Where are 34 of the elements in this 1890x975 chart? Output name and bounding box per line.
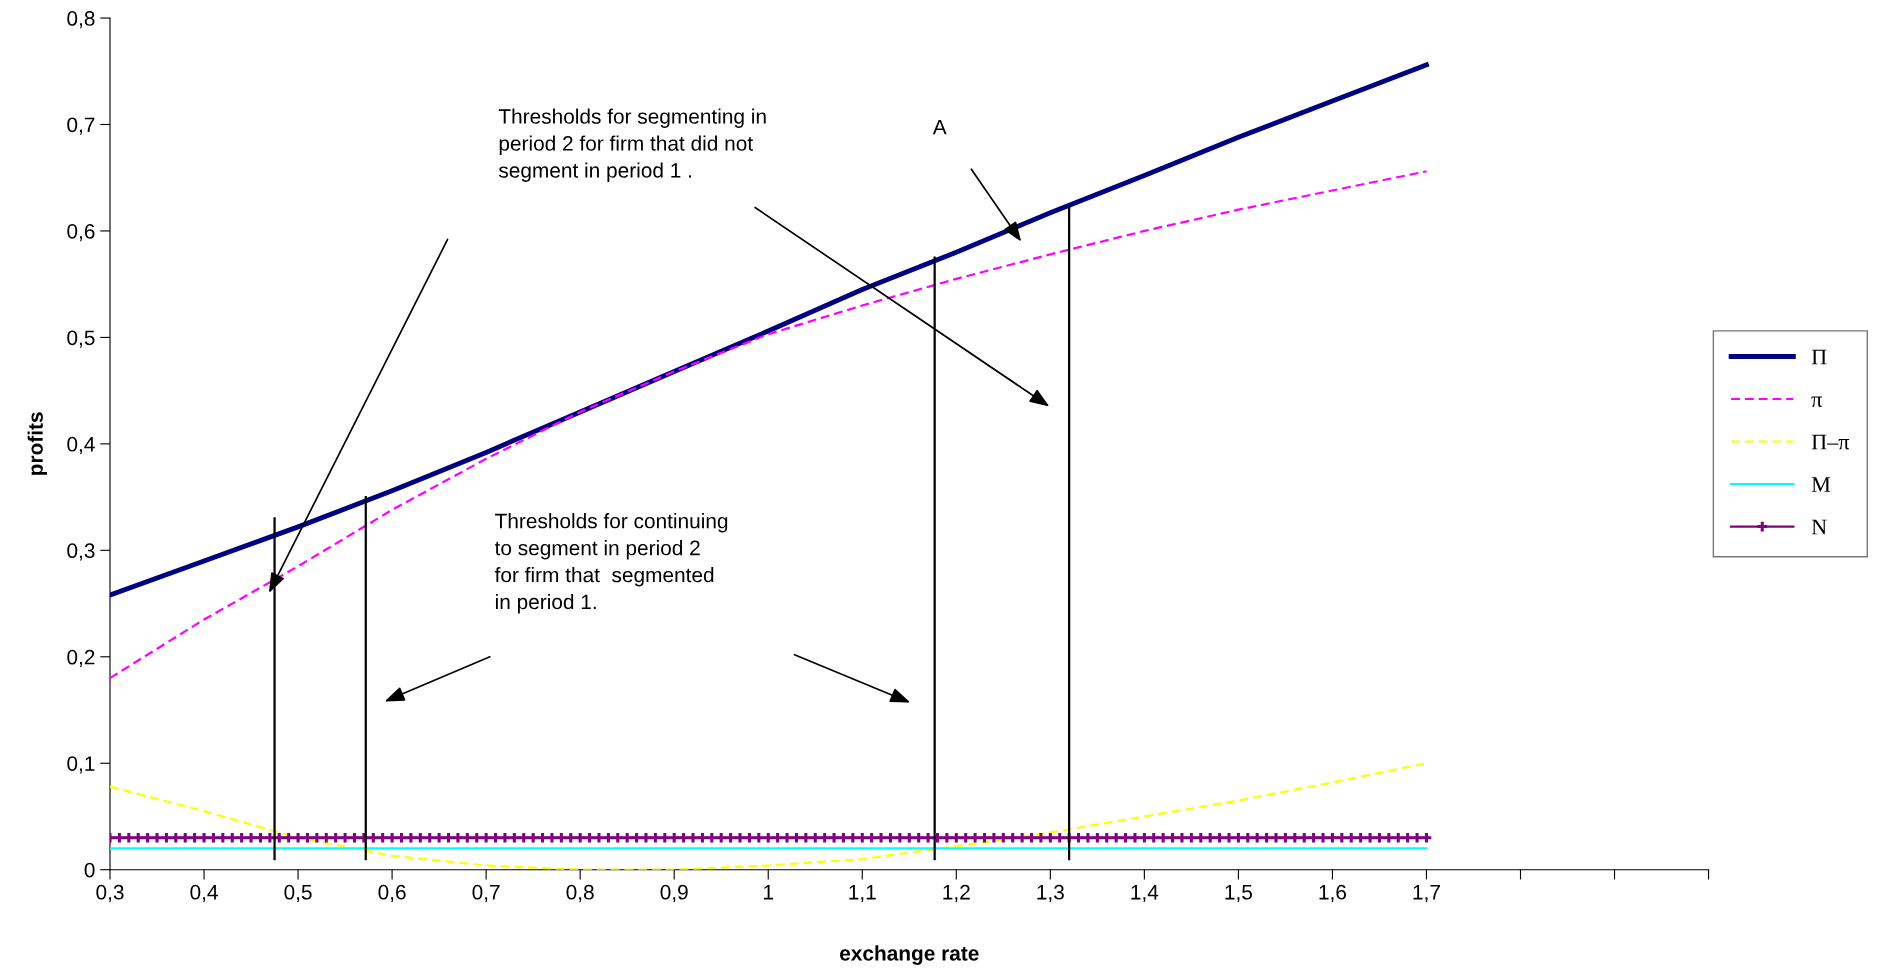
legend-label: π (1811, 396, 1823, 407)
y-tick-label: 0,6 (67, 223, 95, 242)
y-tick-label: 0,7 (67, 117, 95, 135)
legend-label: N (1811, 519, 1827, 535)
x-tick-label: 0,8 (566, 884, 594, 903)
y-axis-title: profits (27, 412, 48, 475)
x-tick-label: 1,1 (849, 885, 876, 903)
legend-label: Π–π (1811, 434, 1850, 450)
x-tick-label: 0,5 (284, 884, 312, 903)
y-tick-label: 0,2 (67, 649, 95, 667)
x-tick-label: 0,3 (96, 884, 124, 903)
x-tick-label: 0,6 (378, 884, 406, 903)
y-tick-label: 0,8 (67, 11, 95, 29)
y-tick-label: 0,1 (67, 756, 95, 774)
x-tick-label: 0,4 (190, 884, 218, 903)
x-tick-label: 1,5 (1225, 885, 1252, 903)
x-tick-label: 1,4 (1131, 885, 1159, 903)
x-axis-title: exchange rate (840, 945, 979, 965)
legend-label: M (1811, 477, 1831, 492)
annotation: Thresholds for segmenting in period 2 for firm that did not segment in period 1 . (498, 108, 766, 182)
x-tick-label: 1,6 (1319, 884, 1346, 903)
x-tick-label: 1 (764, 885, 774, 900)
x-tick-label: 0,7 (472, 884, 500, 903)
y-tick-label: 0,3 (67, 543, 95, 561)
y-tick-label: 0 (84, 862, 95, 878)
x-tick-label: 0,9 (660, 884, 688, 903)
x-tick-label: 1,2 (943, 884, 970, 903)
annotation: A (932, 119, 947, 135)
legend-label: Π (1811, 349, 1827, 365)
annotation: Thresholds for continuing to segment in period 2 for firm that segmented in period 1. (494, 513, 728, 614)
x-tick-label: 1,7 (1413, 885, 1440, 903)
y-tick-label: 0,4 (67, 436, 95, 455)
x-tick-label: 1,3 (1037, 884, 1064, 903)
y-tick-label: 0,5 (67, 330, 95, 348)
